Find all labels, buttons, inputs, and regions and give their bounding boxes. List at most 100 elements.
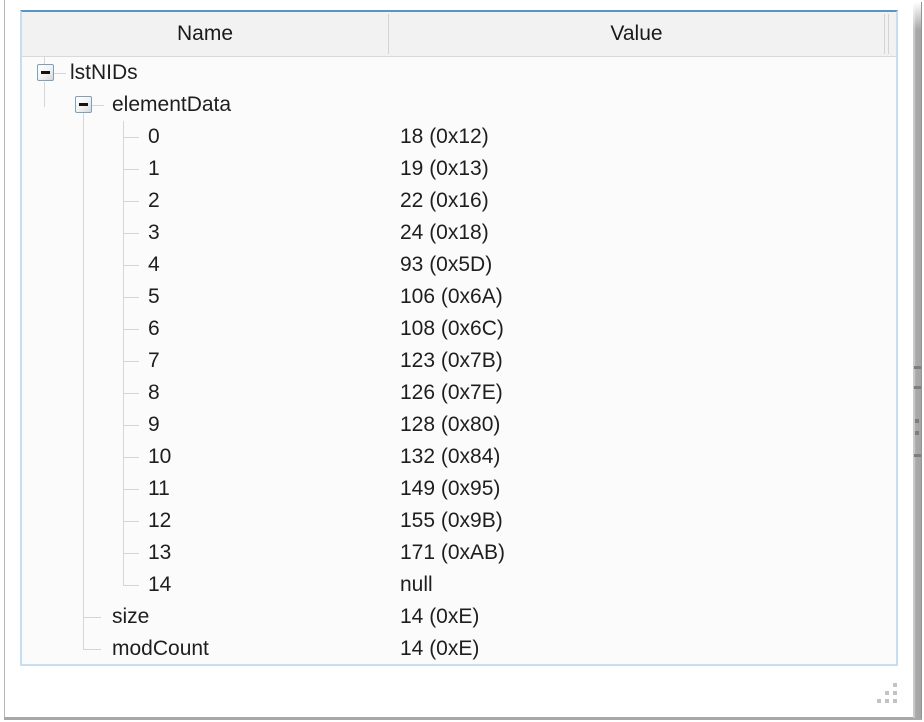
tree-node-label: elementData	[112, 93, 232, 116]
tree-line	[123, 361, 139, 362]
tree-row[interactable]: 11 149 (0x95)	[22, 473, 896, 505]
tree-node-value: 14 (0xE)	[400, 605, 480, 628]
tree-row[interactable]: 13 171 (0xAB)	[22, 537, 896, 569]
tree-node-value: null	[400, 573, 433, 596]
tree-node-label: 7	[148, 349, 160, 372]
scrollbar-mark	[914, 386, 922, 389]
tree-node-label: 14	[148, 573, 172, 596]
tree-row[interactable]: 4 93 (0x5D)	[22, 249, 896, 281]
tree-line	[44, 57, 45, 65]
column-divider[interactable]	[388, 14, 389, 54]
tree-node-value: 149 (0x95)	[400, 477, 501, 500]
tree-node-label: 6	[148, 317, 160, 340]
tree-line	[123, 169, 139, 170]
background-scrollbar[interactable]	[913, 2, 922, 718]
tree-node-value: 108 (0x6C)	[400, 317, 504, 340]
window-border-left	[4, 0, 5, 719]
tree-row[interactable]: 7 123 (0x7B)	[22, 345, 896, 377]
tree-node-label: 3	[148, 221, 160, 244]
tree-row[interactable]: elementData	[22, 89, 896, 121]
tree-row[interactable]: modCount 14 (0xE)	[22, 633, 896, 665]
tree-line	[123, 489, 139, 490]
window-border-right	[921, 2, 922, 718]
tree-node-value: 24 (0x18)	[400, 221, 489, 244]
tree-line	[123, 121, 124, 585]
tree-node-label: lstNIDs	[70, 61, 138, 84]
tree-line	[123, 201, 139, 202]
tree-node-value: 18 (0x12)	[400, 125, 489, 148]
tree-node-label: 0	[148, 125, 160, 148]
tree-row[interactable]: 9 128 (0x80)	[22, 409, 896, 441]
tree-line	[123, 329, 139, 330]
tree-node-value: 93 (0x5D)	[400, 253, 493, 276]
column-divider[interactable]	[884, 14, 885, 54]
tree-row[interactable]: size 14 (0xE)	[22, 601, 896, 633]
tree-node-value: 106 (0x6A)	[400, 285, 503, 308]
tree-node-value: 22 (0x16)	[400, 189, 489, 212]
tree-node-value: 155 (0x9B)	[400, 509, 503, 532]
tree-node-label: 9	[148, 413, 160, 436]
tree-line	[92, 105, 104, 106]
tree-line	[123, 553, 139, 554]
tree-line	[123, 521, 139, 522]
tree-line	[123, 233, 139, 234]
tree-line	[123, 297, 139, 298]
scrollbar-fade	[913, 2, 922, 30]
tree-node-label: 11	[148, 477, 170, 500]
tree-node-label: size	[112, 605, 150, 628]
tree-node-label: 2	[148, 189, 160, 212]
tree-row[interactable]: 8 126 (0x7E)	[22, 377, 896, 409]
tree-node-label: 13	[148, 541, 172, 564]
tree-node-label: 10	[148, 445, 172, 468]
tree-line	[123, 393, 139, 394]
tree-line	[54, 73, 66, 74]
tree-row[interactable]: 2 22 (0x16)	[22, 185, 896, 217]
tree-row[interactable]: 3 24 (0x18)	[22, 217, 896, 249]
tree-line	[44, 82, 45, 107]
tree-node-label: 1	[148, 157, 160, 180]
tree-line	[123, 585, 139, 586]
resize-grip-icon[interactable]	[873, 679, 899, 705]
table-header: Name Value	[22, 12, 896, 57]
collapse-expander-icon[interactable]	[75, 96, 92, 113]
tree-line	[123, 457, 139, 458]
tree-node-label: 12	[148, 509, 172, 532]
tree-line	[123, 425, 139, 426]
tree-node-label: modCount	[112, 637, 209, 660]
tree-node-value: 19 (0x13)	[400, 157, 489, 180]
scrollbar-mark	[915, 431, 919, 435]
window-border-bottom	[4, 717, 922, 720]
tree-row[interactable]: 6 108 (0x6C)	[22, 313, 896, 345]
tree-node-value: 171 (0xAB)	[400, 541, 506, 564]
tree-node-label: 4	[148, 253, 160, 276]
tree-node-label: 5	[148, 285, 160, 308]
column-divider	[888, 14, 889, 54]
tree-line	[83, 617, 101, 618]
tree-rows: lstNIDs elementData 0 18 (0x12) 1 19 (0x13) 2 2…	[22, 57, 896, 664]
column-header-filler	[889, 12, 896, 56]
tree-line	[83, 113, 84, 649]
tree-node-value: 132 (0x84)	[400, 445, 501, 468]
tree-row[interactable]: 10 132 (0x84)	[22, 441, 896, 473]
tree-line	[83, 649, 101, 650]
column-header-value[interactable]: Value	[610, 22, 663, 45]
tree-node-label: 8	[148, 381, 160, 404]
tree-row[interactable]: lstNIDs	[22, 57, 896, 89]
tree-node-value: 128 (0x80)	[400, 413, 501, 436]
scrollbar-mark	[914, 366, 922, 369]
tree-line	[123, 265, 139, 266]
tree-node-value: 126 (0x7E)	[400, 381, 503, 404]
tree-row[interactable]: 5 106 (0x6A)	[22, 281, 896, 313]
collapse-expander-icon[interactable]	[37, 64, 54, 81]
tree-row[interactable]: 1 19 (0x13)	[22, 153, 896, 185]
column-header-name[interactable]: Name	[176, 22, 234, 45]
tree-row[interactable]: 0 18 (0x12)	[22, 121, 896, 153]
tree-row[interactable]: 14 null	[22, 569, 896, 601]
scrollbar-mark	[914, 454, 922, 457]
tree-node-value: 14 (0xE)	[400, 637, 480, 660]
tree-node-value: 123 (0x7B)	[400, 349, 503, 372]
tree-row[interactable]: 12 155 (0x9B)	[22, 505, 896, 537]
tree-line	[123, 137, 139, 138]
scrollbar-mark	[915, 419, 919, 423]
variables-tree-panel: Name Value lstNIDs elementData 0 18 (0x12) 1…	[20, 10, 898, 666]
